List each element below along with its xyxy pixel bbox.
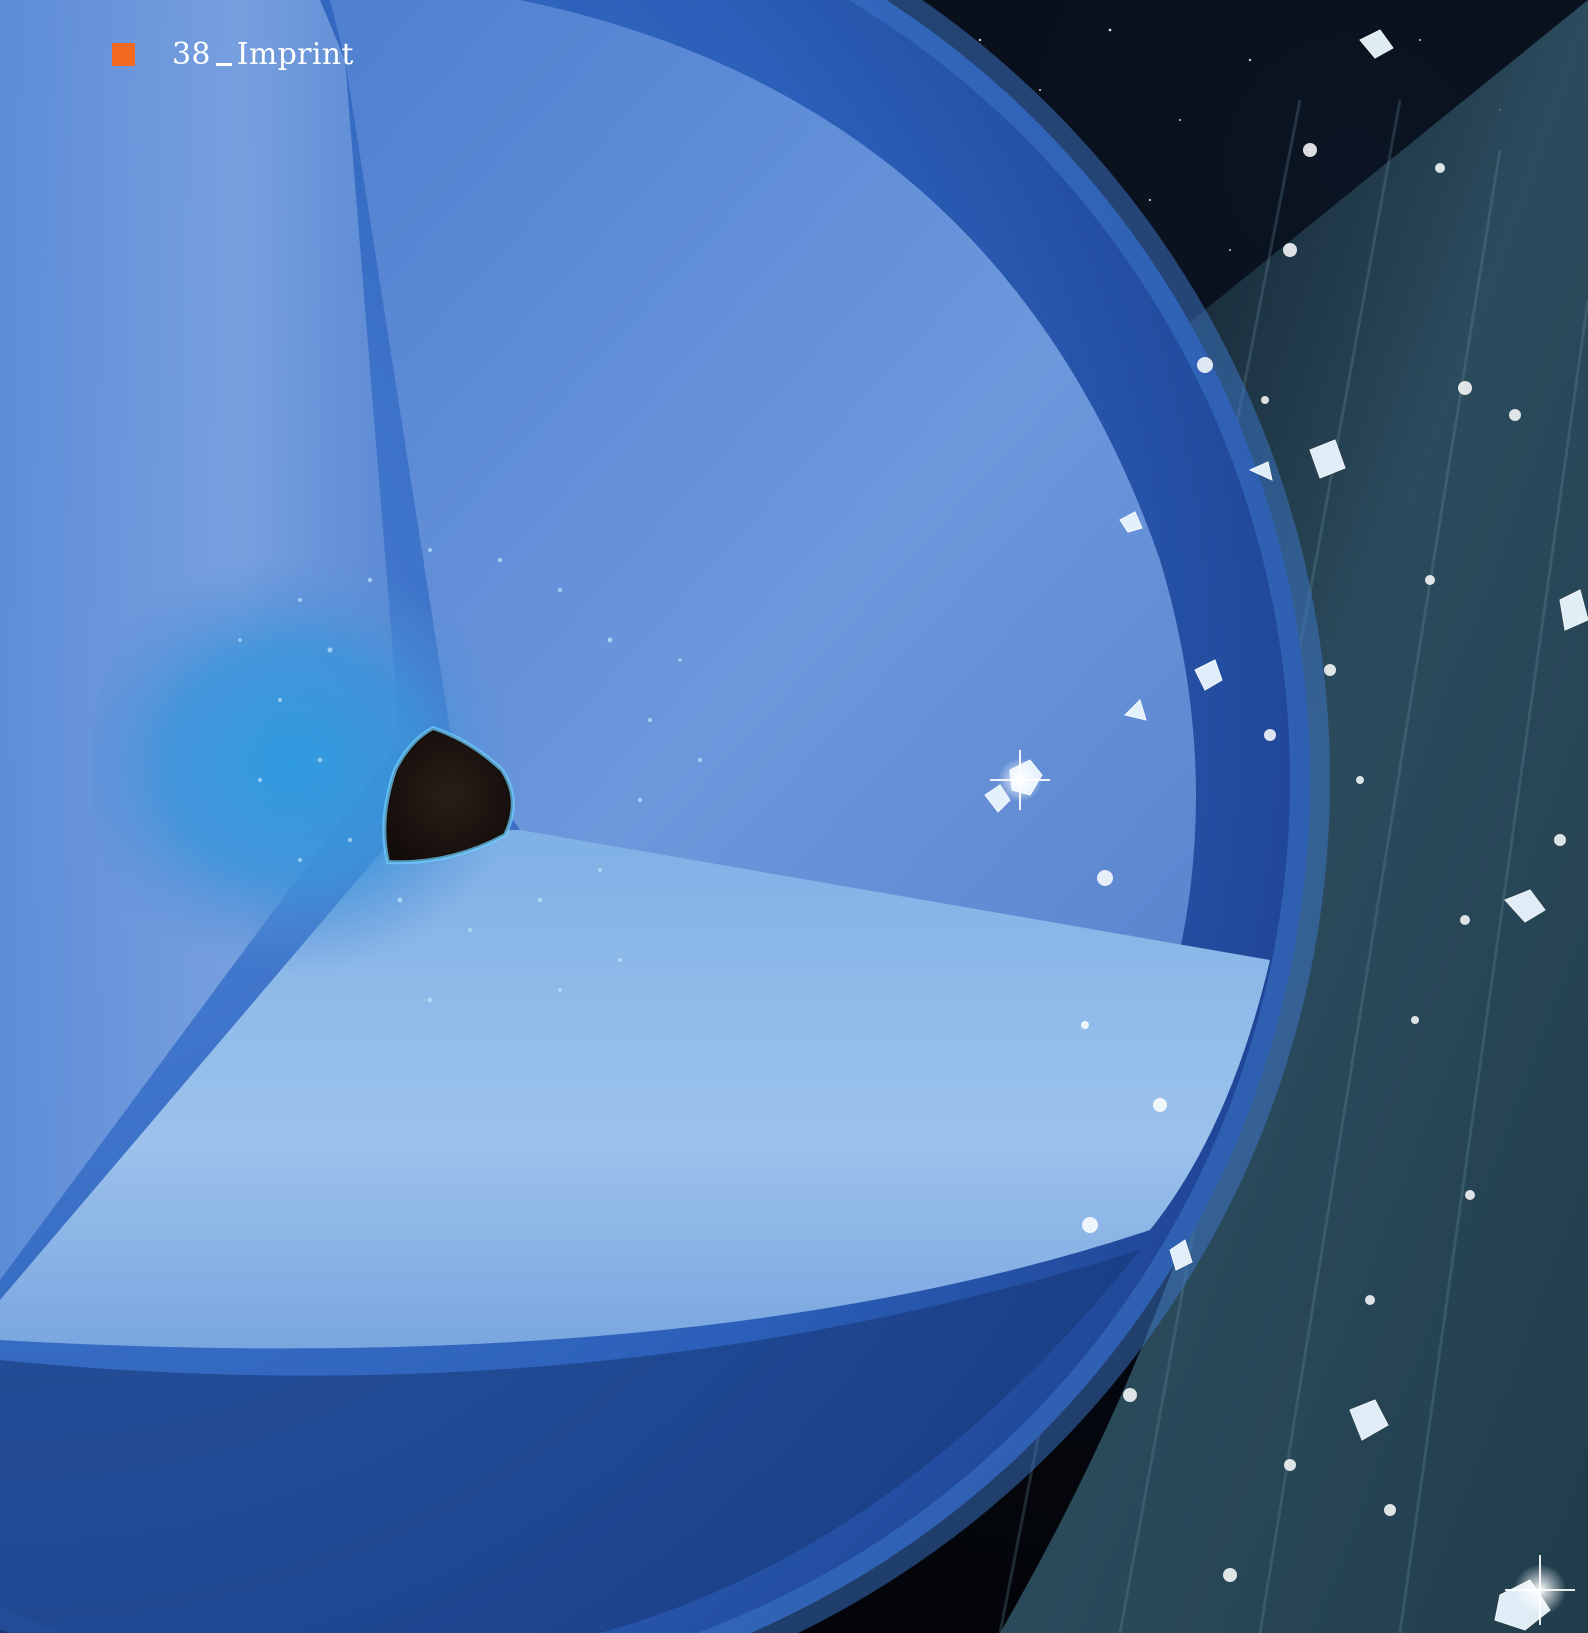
section-marker xyxy=(112,42,135,66)
page-number: 38 xyxy=(172,36,211,72)
section-title: Imprint xyxy=(236,36,354,72)
page-header: 38 Imprint xyxy=(112,34,354,74)
separator xyxy=(215,63,232,66)
